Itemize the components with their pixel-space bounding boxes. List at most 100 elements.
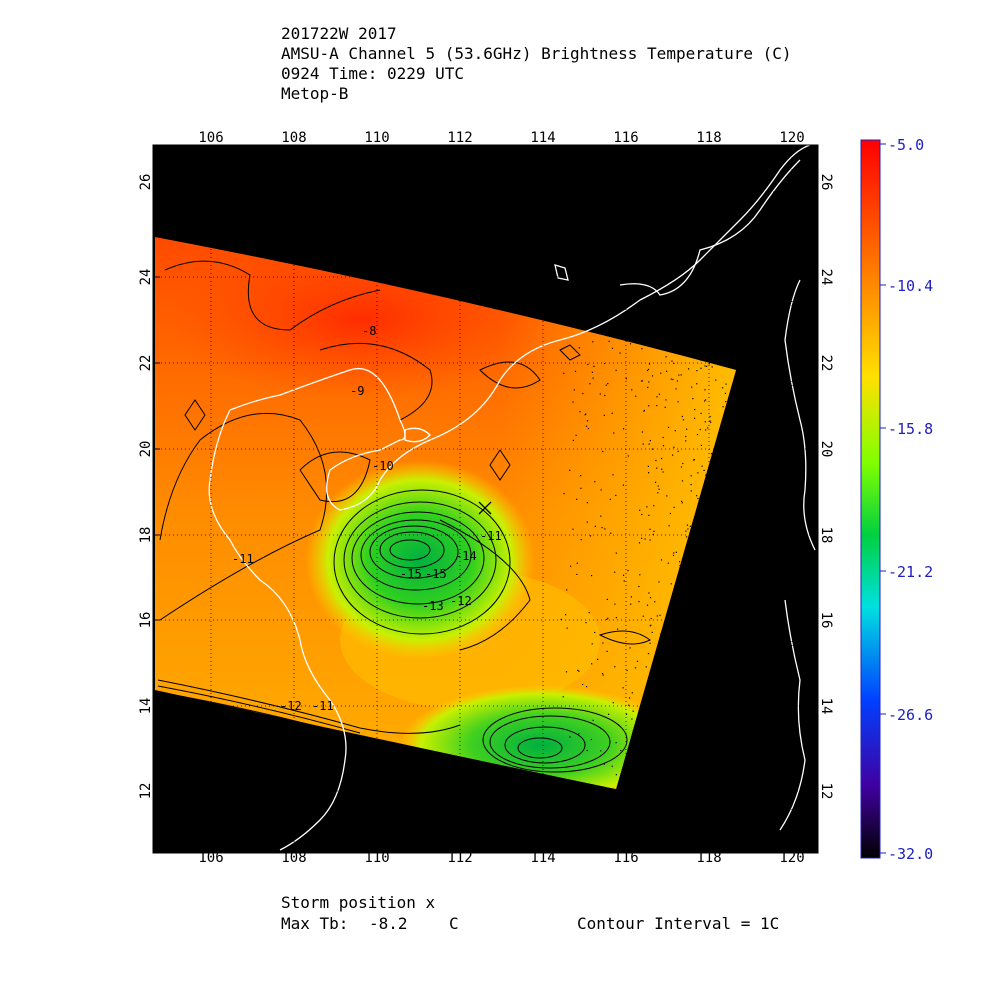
stipple-dot xyxy=(631,389,633,391)
stipple-dot xyxy=(655,459,657,462)
stipple-dot xyxy=(576,562,578,564)
stipple-dot xyxy=(572,528,574,530)
stipple-dot xyxy=(703,469,705,471)
stipple-dot xyxy=(694,417,696,419)
lat-label-left: 22 xyxy=(138,355,154,372)
contour-label: -14 xyxy=(455,549,477,563)
lat-label-right: 24 xyxy=(818,269,834,286)
stipple-dot xyxy=(630,603,632,605)
stipple-dot xyxy=(652,533,654,535)
stipple-dot xyxy=(603,414,605,416)
stipple-dot xyxy=(648,472,650,474)
stipple-dot xyxy=(661,457,663,460)
stipple-dot xyxy=(705,429,707,431)
stipple-dot xyxy=(653,530,655,532)
stipple-dot xyxy=(592,377,594,379)
stipple-dot xyxy=(601,527,603,529)
lat-label-left: 14 xyxy=(138,698,154,715)
stipple-dot xyxy=(630,596,632,598)
stipple-dot xyxy=(600,750,602,752)
stipple-dot xyxy=(592,719,594,721)
stipple-dot xyxy=(681,502,683,504)
stipple-dot xyxy=(701,465,703,467)
stipple-dot xyxy=(623,574,625,576)
stipple-dot xyxy=(649,597,652,599)
stipple-dot xyxy=(658,488,660,490)
stipple-dot xyxy=(641,348,643,350)
stipple-dot xyxy=(679,564,681,567)
stipple-dot xyxy=(573,389,575,391)
stipple-dot xyxy=(611,765,613,767)
stipple-dot xyxy=(696,495,698,497)
stipple-dot xyxy=(677,401,679,403)
stipple-dot xyxy=(648,363,651,365)
stipple-dot xyxy=(715,379,717,381)
stipple-dot xyxy=(672,554,675,556)
stipple-dot xyxy=(639,574,641,576)
stipple-dot xyxy=(662,436,664,439)
storm-position-label: Storm position x xyxy=(281,893,436,912)
contour-interval: Contour Interval = 1C xyxy=(577,914,780,933)
stipple-dot xyxy=(666,370,668,372)
stipple-dot xyxy=(659,614,661,616)
stipple-dot xyxy=(591,371,593,373)
stipple-dot xyxy=(575,434,577,436)
stipple-dot xyxy=(574,370,577,372)
stipple-dot xyxy=(599,393,601,395)
stipple-dot xyxy=(586,521,588,523)
stipple-dot xyxy=(579,411,581,413)
stipple-dot xyxy=(682,462,684,465)
stipple-dot xyxy=(591,575,593,577)
lon-label-top: 112 xyxy=(447,130,472,146)
stipple-dot xyxy=(648,381,650,383)
stipple-dot xyxy=(585,622,587,624)
stipple-dot xyxy=(665,399,667,401)
stipple-dot xyxy=(602,450,604,453)
stipple-dot xyxy=(679,561,681,563)
stipple-dot xyxy=(587,427,589,430)
stipple-dot xyxy=(697,497,699,500)
stipple-dot xyxy=(614,603,616,605)
lon-label-bottom: 112 xyxy=(447,850,472,866)
stipple-dot xyxy=(656,405,658,407)
stipple-dot xyxy=(608,340,610,342)
contour-lines xyxy=(157,260,651,773)
stipple-dot xyxy=(690,475,692,477)
stipple-dot xyxy=(632,710,634,712)
stipple-dot xyxy=(656,467,658,469)
lat-label-left: 26 xyxy=(138,174,154,191)
stipple-dot xyxy=(578,670,580,672)
stipple-dot xyxy=(585,425,588,427)
stipple-dot xyxy=(587,363,589,366)
stipple-dot xyxy=(706,365,708,367)
lat-label-right: 18 xyxy=(818,527,834,544)
lon-label-top: 120 xyxy=(779,130,804,146)
stipple-dot xyxy=(615,494,617,496)
stipple-dot xyxy=(614,666,616,668)
stipple-dot xyxy=(709,420,711,422)
stipple-dot xyxy=(572,439,574,441)
stipple-dot xyxy=(647,465,649,467)
stipple-dot xyxy=(705,474,707,476)
title-line-2: AMSU-A Channel 5 (53.6GHz) Brightness Te… xyxy=(281,44,792,63)
stipple-dot xyxy=(672,378,674,381)
stipple-dot xyxy=(705,399,707,401)
stipple-dot xyxy=(610,532,612,534)
stipple-dot xyxy=(641,431,643,433)
stipple-dot xyxy=(602,674,604,676)
stipple-dot xyxy=(578,733,580,735)
stipple-dot xyxy=(576,498,578,500)
colorbar-label: -32.0 xyxy=(888,845,933,863)
lon-label-bottom: 108 xyxy=(281,850,306,866)
lat-label-right: 20 xyxy=(818,441,834,458)
lon-label-bottom: 110 xyxy=(364,850,389,866)
stipple-dot xyxy=(651,631,653,633)
stipple-dot xyxy=(649,539,651,541)
stipple-dot xyxy=(690,490,692,492)
title-line-4: Metop-B xyxy=(281,84,349,103)
stipple-dot xyxy=(578,347,580,349)
stipple-dot xyxy=(647,386,649,388)
stipple-dot xyxy=(685,440,687,442)
stipple-dot xyxy=(649,528,651,530)
contour-label: -9 xyxy=(350,384,364,398)
